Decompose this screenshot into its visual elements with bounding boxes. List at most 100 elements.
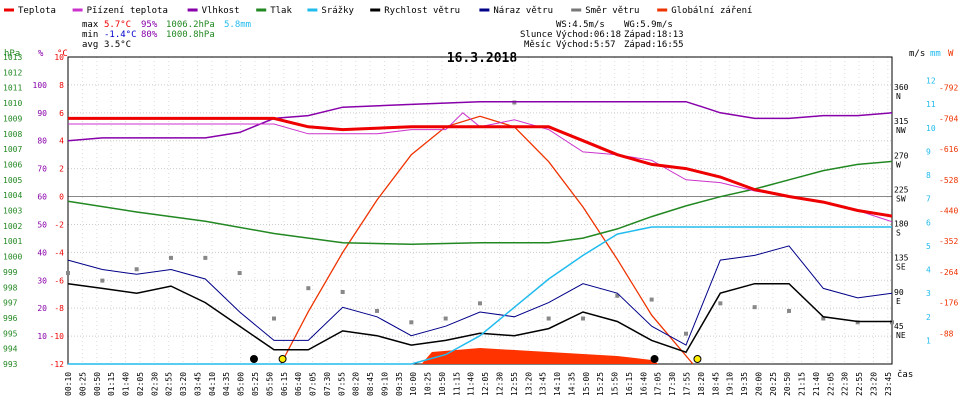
wind-dir-point (581, 316, 585, 321)
stats-max-rain: 5.8mm (224, 20, 251, 30)
stats-max-press: 1006.2hPa (166, 20, 215, 30)
rain-unit: mm (930, 49, 941, 59)
rain-tick: 2 (926, 313, 931, 322)
x-axis-label: čas (897, 369, 913, 380)
x-tick-label: 17:55 (683, 372, 692, 396)
wind-gust-line (67, 245, 893, 346)
radiation-tick: -704 (939, 114, 958, 123)
humidity-tick: 60 (37, 193, 47, 202)
wind-dir-point (718, 301, 723, 306)
x-tick-label: 00:10 (64, 372, 73, 396)
pressure-tick: 1012 (3, 68, 22, 77)
x-tick-label: 08:45 (366, 372, 375, 396)
wind-dir-label: NE (896, 331, 906, 340)
temperature-tick: 6 (59, 109, 64, 118)
pressure-tick: 1009 (3, 114, 22, 123)
x-tick-label: 23:20 (869, 372, 878, 396)
x-tick-label: 07:30 (323, 372, 332, 396)
x-tick-label: 02:55 (165, 372, 174, 396)
pressure-tick: 1007 (3, 145, 22, 154)
pressure-tick: 1000 (3, 253, 22, 262)
x-tick-label: 12:30 (496, 372, 505, 396)
rain-line (68, 226, 892, 365)
wind-dir-point (272, 316, 276, 321)
rain-tick: 6 (926, 218, 931, 227)
pressure-tick: 993 (3, 360, 18, 369)
sun-marker (249, 355, 258, 363)
wind-dir-point (684, 331, 688, 336)
x-tick-label: 10:50 (438, 372, 447, 396)
x-tick-label: 00:50 (93, 372, 102, 396)
wind-dir-point (134, 267, 139, 272)
wind-dir-tick: 270 (894, 151, 909, 160)
stats-avg-temp: 3.5°C (104, 40, 131, 50)
x-tick-label: 01:15 (107, 372, 116, 396)
wind-dir-label: W (896, 160, 901, 169)
pressure-unit: hPa (4, 49, 20, 59)
stats-max-label: max (82, 20, 99, 30)
x-tick-label: 16:15 (625, 372, 634, 396)
wind-dir-point (512, 100, 517, 105)
x-tick-label: 09:10 (380, 372, 389, 396)
wind-dir-point (306, 286, 311, 291)
x-tick-label: 06:15 (280, 372, 289, 396)
x-tick-label: 20:50 (783, 372, 792, 396)
x-tick-label: 02:30 (150, 372, 159, 396)
stats-max-hum: 95% (141, 20, 158, 30)
wind-speed-info: WS:4.5m/s (556, 20, 605, 30)
sun-marker (278, 355, 287, 363)
stats-max-temp: 5.7°C (104, 20, 131, 30)
x-tick-label: 10:00 (409, 372, 418, 396)
humidity-tick: 40 (37, 248, 47, 257)
x-tick-label: 08:20 (352, 372, 361, 396)
sun-marker (693, 355, 702, 363)
x-tick-label: 05:00 (237, 372, 246, 396)
x-tick-label: 22:30 (841, 372, 850, 396)
x-tick-label: 10:25 (424, 372, 433, 396)
radiation-area (421, 348, 659, 364)
x-tick-label: 07:05 (309, 372, 318, 396)
humidity-tick: 50 (37, 220, 47, 229)
x-tick-label: 11:40 (467, 372, 476, 396)
temperature-tick: 4 (59, 137, 64, 146)
pressure-tick: 1008 (3, 130, 22, 139)
pressure-tick: 1011 (3, 84, 22, 93)
legend-label: Rychlost větru (384, 6, 460, 16)
humidity-tick: 70 (37, 165, 47, 174)
x-tick-label: 15:50 (611, 372, 620, 396)
rain-tick: 9 (926, 147, 931, 156)
wind-dir-point (443, 316, 448, 321)
wind-dir-point (890, 320, 894, 325)
pressure-tick: 1004 (3, 191, 22, 200)
pressure-tick: 1013 (3, 53, 22, 62)
rain-tick: 3 (926, 289, 931, 298)
radiation-tick: -528 (939, 176, 958, 185)
temperature-tick: 10 (54, 53, 64, 62)
x-tick-label: 17:05 (654, 372, 663, 396)
x-tick-label: 09:35 (395, 372, 404, 396)
sun-set: Západ:18:13 (624, 30, 684, 40)
wind-dir-tick: 135 (894, 254, 909, 263)
humidity-unit: % (38, 49, 44, 59)
humidity-line (67, 100, 893, 142)
legend-label: Náraz větru (493, 6, 553, 16)
temperature-tick: 8 (59, 81, 64, 90)
wind-dir-point (752, 305, 757, 310)
legend-label: Pĭízení teplota (87, 6, 168, 16)
pressure-tick: 999 (3, 268, 18, 277)
x-tick-label: 16:40 (639, 372, 648, 396)
wind-dir-tick: 360 (894, 83, 909, 92)
humidity-tick: 10 (37, 332, 47, 341)
wind-dir-point (821, 316, 826, 321)
wind-dir-point (649, 297, 654, 302)
pressure-tick: 1006 (3, 160, 22, 169)
wind-dir-point (340, 289, 345, 294)
stats-min-label: min (82, 30, 98, 40)
x-tick-label: 20:25 (769, 372, 778, 396)
radiation-line (280, 115, 694, 365)
temperature-unit: °C (57, 49, 68, 59)
legend-label: Srážky (321, 6, 354, 16)
radiation-tick: -616 (939, 145, 958, 154)
stats-min-temp: -1.4°C (104, 30, 137, 40)
